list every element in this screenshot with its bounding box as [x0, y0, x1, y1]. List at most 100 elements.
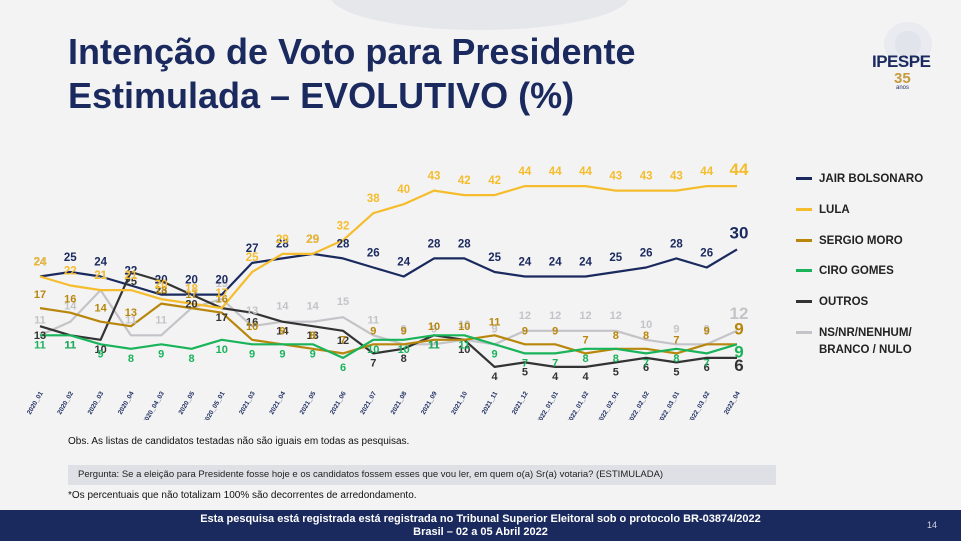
logo-years: 35	[894, 70, 911, 87]
legend-item-lula: LULA	[796, 204, 850, 216]
legend-item-ns-nr: NS/NR/NENHUM/	[796, 327, 912, 339]
x-tick-label: 2021_09	[420, 390, 439, 416]
data-label: 8	[613, 330, 619, 342]
x-tick-label: 2020_05_01	[202, 390, 226, 420]
x-tick-label: 2022_02_02	[627, 390, 651, 420]
data-label: 22	[64, 266, 77, 278]
page-number: 14	[926, 520, 937, 530]
legend-swatch-icon	[796, 239, 812, 243]
data-label: 15	[337, 296, 349, 308]
data-label: 20	[215, 275, 228, 287]
data-label: 10	[398, 344, 410, 356]
data-label: 12	[610, 310, 622, 322]
data-label: 23	[155, 285, 167, 297]
data-label: 13	[125, 307, 137, 319]
data-label: 12	[519, 310, 531, 322]
data-label: 20	[155, 279, 168, 291]
data-label: 11	[64, 339, 76, 351]
data-label: 18	[155, 285, 167, 297]
data-label: 10	[246, 321, 258, 333]
data-label: 28	[670, 238, 683, 250]
data-label: 26	[640, 248, 653, 260]
data-label: 7	[340, 334, 346, 346]
legend-label: BRANCO / NULO	[819, 344, 912, 356]
x-tick-label: 2021_08	[390, 390, 409, 416]
data-label: 18	[185, 284, 198, 296]
legend-item-outros: OUTROS	[796, 296, 868, 308]
data-label: 30	[730, 223, 749, 242]
data-label: 9	[552, 325, 558, 337]
data-label: 9	[492, 348, 498, 360]
legend-label: JAIR BOLSONARO	[819, 173, 924, 185]
data-label: 24	[94, 257, 107, 269]
data-label: 6	[704, 362, 710, 374]
data-label: 27	[246, 243, 259, 255]
data-label: 8	[401, 353, 407, 365]
data-label: 40	[397, 184, 410, 196]
series-line-4	[39, 270, 737, 368]
data-label: 25	[64, 252, 77, 264]
header-decoration	[330, 0, 630, 30]
data-label: 11	[34, 339, 46, 351]
data-label: 10	[458, 319, 470, 331]
footer-bar: Esta pesquisa está registrada está regis…	[0, 510, 961, 541]
footer-registration: Esta pesquisa está registrada está regis…	[200, 513, 761, 525]
x-tick-label: 2021_12	[511, 390, 530, 416]
data-label: 5	[673, 366, 679, 378]
data-label: 10	[640, 319, 652, 331]
data-label: 17	[185, 287, 197, 299]
data-label: 9	[279, 348, 285, 360]
data-label: 25	[488, 252, 501, 264]
legend-swatch-icon	[796, 300, 812, 304]
data-label: 22	[125, 266, 138, 278]
data-label: 44	[700, 166, 713, 178]
data-label: 29	[306, 234, 319, 246]
rounding-footnote: *Os percentuais que não totalizam 100% s…	[68, 490, 417, 501]
data-label: 29	[276, 234, 289, 246]
data-label: 20	[155, 275, 168, 287]
x-tick-label: 2020_04	[117, 390, 136, 416]
data-label: 9	[492, 323, 498, 335]
data-label: 44	[730, 160, 749, 179]
data-label: 9	[370, 325, 376, 337]
legend-label: CIRO GOMES	[819, 265, 894, 277]
data-label: 12	[549, 310, 561, 322]
x-tick-label: 2021_05	[299, 390, 318, 416]
data-label: 9	[704, 325, 710, 337]
data-label: 24	[519, 257, 532, 269]
data-label: 14	[64, 301, 77, 313]
legend-item-ns-nr-line2: BRANCO / NULO	[819, 344, 912, 356]
data-label: 17	[216, 312, 228, 324]
data-label: 4	[552, 371, 559, 383]
data-label: 25	[246, 252, 259, 264]
data-label: 9	[401, 323, 407, 335]
data-label: 9	[734, 342, 743, 361]
data-label: 32	[337, 220, 350, 232]
data-label: 24	[34, 257, 47, 269]
data-label: 9	[734, 319, 743, 338]
data-label: 25	[609, 252, 622, 264]
data-label: 7	[370, 357, 376, 369]
data-label: 21	[94, 270, 107, 282]
x-tick-label: 2021_10	[450, 390, 469, 416]
data-label: 8	[582, 353, 588, 365]
data-label: 28	[337, 238, 350, 250]
x-tick-label: 2020_05	[178, 390, 197, 416]
data-label: 14	[307, 301, 320, 313]
data-label: 9	[98, 348, 104, 360]
data-label: 25	[125, 276, 137, 288]
data-label: 28	[458, 238, 471, 250]
data-label: 11	[64, 339, 76, 351]
data-label: 9	[249, 348, 255, 360]
data-label: 7	[643, 357, 649, 369]
data-label: 43	[640, 171, 653, 183]
data-label: 16	[246, 317, 258, 329]
legend-label: LULA	[819, 204, 850, 216]
data-label: 13	[246, 305, 258, 317]
data-label: 17	[185, 289, 197, 301]
legend-item-bolsonaro: JAIR BOLSONARO	[796, 173, 923, 185]
data-label: 11	[367, 314, 379, 326]
data-label: 6	[734, 356, 743, 375]
data-label: 12	[579, 310, 591, 322]
